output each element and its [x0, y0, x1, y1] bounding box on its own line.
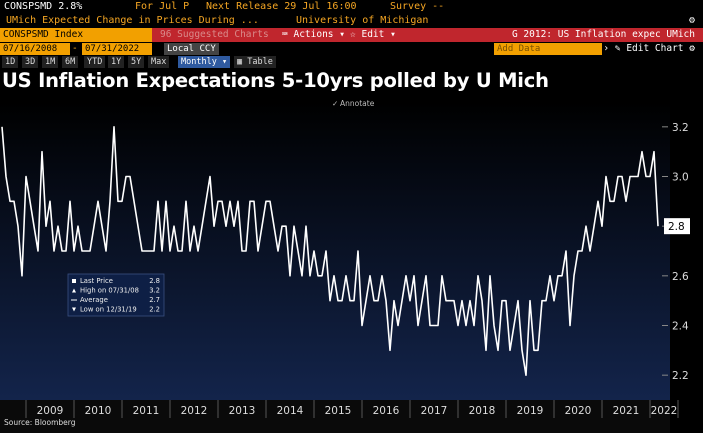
- start-date-input[interactable]: 07/16/2008: [0, 43, 70, 55]
- legend-label: Average: [80, 296, 108, 304]
- annotate-icon: ✓: [332, 99, 338, 108]
- line-chart[interactable]: ✓ Annotate 2.22.42.62.83.03.2 2.8 200920…: [0, 96, 703, 433]
- x-tick-label: 2021: [613, 405, 640, 417]
- currency-select[interactable]: Local CCY: [164, 43, 219, 55]
- x-tick-label: 2016: [373, 405, 400, 417]
- period-1y[interactable]: 1Y: [108, 56, 125, 68]
- legend: Last Price 2.8 High on 07/31/08 3.2 Average 2…: [67, 273, 165, 317]
- x-tick-label: 2011: [133, 405, 160, 417]
- period-max[interactable]: Max: [148, 56, 170, 68]
- period-3d[interactable]: 3D: [22, 56, 39, 68]
- quote-header: CONSPSMD 2.8% For Jul P Next Release 29 …: [0, 0, 703, 14]
- y-tick-label: 2.2: [672, 370, 689, 382]
- ticker-quote[interactable]: CONSPSMD 2.8%: [4, 1, 83, 12]
- security-description: UMich Expected Change in Prices During .…: [0, 14, 703, 28]
- period-1d[interactable]: 1D: [2, 56, 19, 68]
- star-icon: ☆: [350, 29, 356, 40]
- pencil-icon: ✎: [614, 43, 621, 54]
- x-tick-label: 2020: [565, 405, 592, 417]
- edit-menu[interactable]: ☆ Edit ▾: [350, 29, 396, 40]
- end-date-input[interactable]: 07/31/2022: [82, 43, 152, 55]
- edit-chart-button[interactable]: › ✎ Edit Chart ⚙: [603, 43, 695, 54]
- date-range-dash: -: [72, 43, 78, 54]
- y-tick-label: 3.0: [672, 172, 689, 184]
- period-selector: 1D 3D 1M 6M YTD 1Y 5Y Max Monthly ▾ ▦ Ta…: [0, 56, 703, 68]
- legend-value: 2.7: [149, 296, 160, 304]
- actions-menu[interactable]: ⌨ Actions ▾: [282, 29, 345, 40]
- table-button[interactable]: ▦ Table: [234, 56, 276, 68]
- period-label: For Jul P: [135, 1, 190, 12]
- legend-box: [67, 273, 165, 317]
- date-range-bar: 07/16/2008 - 07/31/2022 Local CCY Add Da…: [0, 42, 703, 56]
- next-release: Next Release 29 Jul 16:00: [206, 1, 357, 12]
- annotate-label: Annotate: [340, 99, 375, 108]
- x-tick-label: 2022: [651, 405, 678, 417]
- series-line: [1, 126, 659, 376]
- legend-label: Low on 12/31/19: [80, 306, 137, 314]
- source-note: Source: Bloomberg: [4, 418, 76, 427]
- x-tick-label: 2012: [181, 405, 208, 417]
- last-value-label: 2.8: [668, 221, 685, 233]
- settings-icon[interactable]: ⚙: [689, 15, 696, 26]
- x-tick-label: 2019: [517, 405, 544, 417]
- chart-title: US Inflation Expectations 5-10yrs polled…: [2, 69, 549, 92]
- x-tick-label: 2010: [85, 405, 112, 417]
- y-tick-label: 2.4: [672, 321, 689, 333]
- x-tick-label: 2009: [37, 405, 64, 417]
- last-value-marker: 2.8: [664, 218, 690, 235]
- legend-marker: [72, 279, 76, 283]
- x-tick-label: 2013: [229, 405, 256, 417]
- period-ytd[interactable]: YTD: [84, 56, 106, 68]
- legend-marker: [72, 288, 76, 293]
- legend-label: Last Price: [80, 277, 113, 285]
- x-tick-label: 2015: [325, 405, 352, 417]
- x-axis-band: [0, 400, 670, 433]
- actions-icon: ⌨: [282, 29, 288, 40]
- x-tick-label: 2018: [469, 405, 496, 417]
- index-field[interactable]: CONSPSMD Index: [0, 28, 152, 42]
- chevron-icon: ›: [603, 43, 610, 54]
- legend-marker: [72, 307, 76, 312]
- last-value-box: [664, 218, 690, 235]
- y-tick-label: 3.2: [672, 122, 689, 134]
- x-axis: 2009 2010 2011 2012 2013 2014 2015 2016 2017 2018…: [25, 400, 679, 418]
- settings-icon: ⚙: [689, 43, 695, 54]
- command-bar: CONSPSMD Index 96 Suggested Charts ⌨ Act…: [0, 28, 703, 42]
- period-1m[interactable]: 1M: [42, 56, 59, 68]
- description-text[interactable]: UMich Expected Change in Prices During .…: [6, 15, 259, 26]
- legend-label: High on 07/31/08: [80, 287, 139, 295]
- table-icon: ▦: [237, 57, 243, 67]
- plot-area: [0, 102, 670, 400]
- annotate-button[interactable]: ✓ Annotate: [332, 99, 375, 108]
- y-tick-label: 2.6: [672, 271, 689, 283]
- x-tick-label: 2017: [421, 405, 448, 417]
- source-text: University of Michigan: [296, 15, 429, 26]
- add-data-input[interactable]: Add Data: [494, 43, 602, 55]
- survey-label: Survey --: [390, 1, 445, 12]
- legend-value: 3.2: [149, 287, 160, 295]
- series-path: [1, 126, 659, 376]
- x-tick-label: 2014: [277, 405, 304, 417]
- graph-title-label: G 2012: US Inflation expec UMich: [511, 29, 695, 40]
- suggested-charts-button[interactable]: 96 Suggested Charts: [160, 29, 269, 40]
- period-5y[interactable]: 5Y: [128, 56, 145, 68]
- period-6m[interactable]: 6M: [62, 56, 79, 68]
- legend-value: 2.2: [149, 306, 160, 314]
- frequency-select[interactable]: Monthly ▾: [178, 56, 231, 68]
- legend-value: 2.8: [149, 277, 160, 285]
